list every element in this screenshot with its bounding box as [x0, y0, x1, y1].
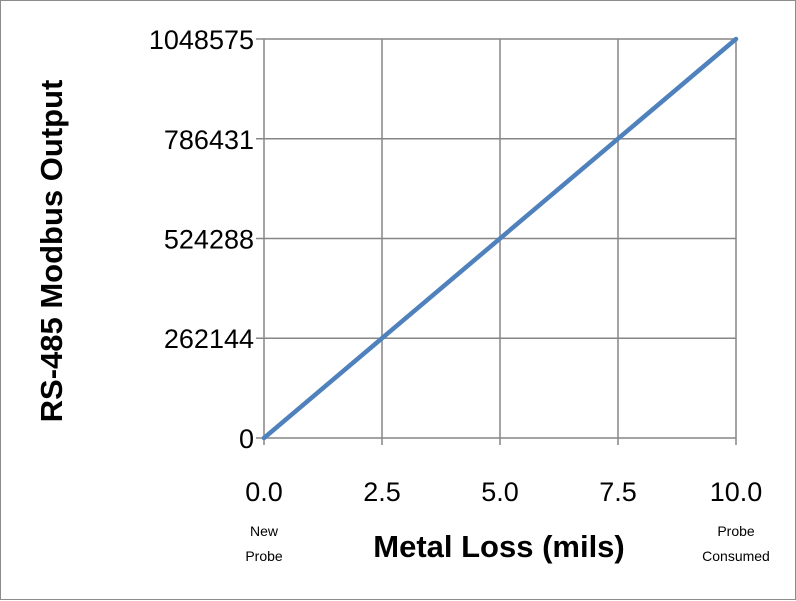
- y-tick-label: 524288: [164, 224, 254, 254]
- annotation-new-probe-line1: New: [250, 523, 279, 539]
- y-tick-label: 262144: [164, 324, 254, 354]
- annotation-new-probe-line2: Probe: [245, 548, 283, 564]
- y-tick-label: 1048575: [149, 25, 254, 55]
- y-axis-title: RS-485 Modbus Output: [34, 80, 69, 423]
- annotation-probe-consumed-line2: Consumed: [702, 548, 770, 564]
- x-tick-label: 0.0: [245, 477, 283, 507]
- y-tick-label: 0: [239, 424, 254, 454]
- annotation-probe-consumed-line1: Probe: [717, 523, 755, 539]
- x-tick-label: 10.0: [710, 477, 763, 507]
- x-tick-label: 5.0: [481, 477, 519, 507]
- y-tick-label: 786431: [164, 125, 254, 155]
- y-axis-ticks: 0 262144 524288 786431 1048575: [149, 25, 254, 454]
- x-axis-title: Metal Loss (mils): [373, 529, 625, 564]
- x-tick-label: 7.5: [599, 477, 637, 507]
- x-axis-ticks: 0.0 2.5 5.0 7.5 10.0: [245, 477, 762, 507]
- x-tick-label: 2.5: [363, 477, 401, 507]
